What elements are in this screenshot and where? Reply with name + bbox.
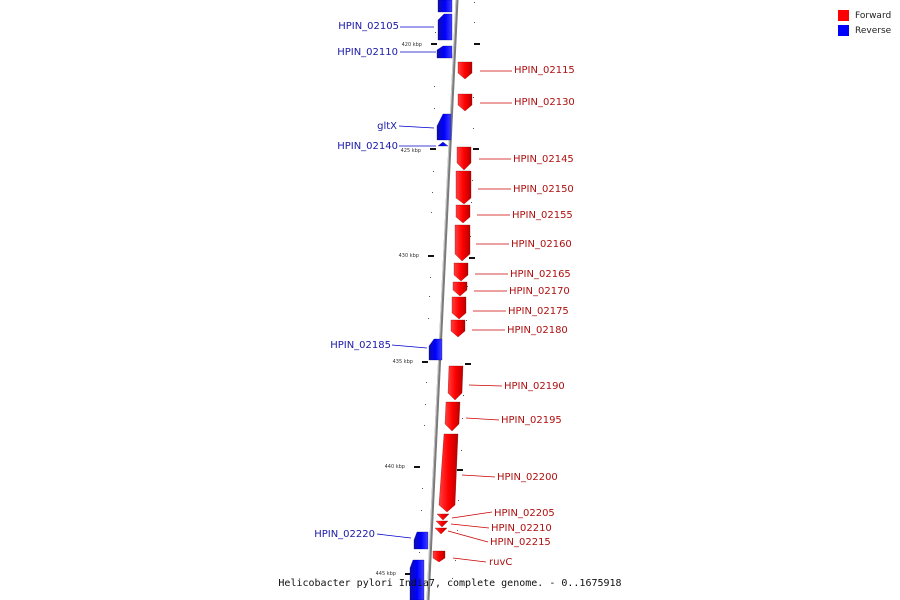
gene-forward[interactable] xyxy=(453,262,469,282)
legend-reverse[interactable]: Reverse xyxy=(838,23,891,38)
gene-forward[interactable] xyxy=(455,204,471,224)
leader-line xyxy=(451,511,493,519)
gene-label[interactable]: HPIN_02115 xyxy=(514,65,575,76)
scale-label: 435 kbp xyxy=(393,359,413,365)
scale-label: 430 kbp xyxy=(399,253,419,259)
leader-line xyxy=(376,533,412,539)
gene-label[interactable]: HPIN_02195 xyxy=(501,415,562,426)
gene-forward[interactable] xyxy=(455,170,472,205)
gene-label[interactable]: HPIN_02130 xyxy=(514,97,575,108)
reverse-swatch xyxy=(838,25,849,36)
gene-label[interactable]: HPIN_02110 xyxy=(337,47,398,58)
major-ticks xyxy=(405,43,480,575)
gene-reverse[interactable] xyxy=(413,531,429,550)
gene-label[interactable]: HPIN_02185 xyxy=(330,340,391,351)
gene-forward[interactable] xyxy=(436,513,450,521)
gene-forward[interactable] xyxy=(457,61,473,80)
leader-line xyxy=(398,125,435,129)
leader-line xyxy=(391,344,428,349)
legend-forward-label: Forward xyxy=(855,10,892,21)
gene-label[interactable]: HPIN_02200 xyxy=(497,472,558,483)
gene-label[interactable]: HPIN_02145 xyxy=(513,154,574,165)
gene-forward[interactable] xyxy=(454,224,471,262)
gene-label[interactable]: HPIN_02180 xyxy=(507,325,568,336)
gene-label[interactable]: HPIN_02205 xyxy=(494,508,555,519)
gene-reverse[interactable] xyxy=(409,559,425,600)
gene-forward[interactable] xyxy=(444,401,461,432)
gene-reverse[interactable] xyxy=(428,338,443,361)
gene-forward[interactable] xyxy=(432,550,446,563)
gene-forward[interactable] xyxy=(438,433,459,513)
gene-label[interactable]: HPIN_02160 xyxy=(511,239,572,250)
legend-reverse-label: Reverse xyxy=(855,25,892,36)
gene-label[interactable]: HPIN_02175 xyxy=(508,306,569,317)
legend-forward[interactable]: Forward xyxy=(838,8,891,23)
minor-ticks xyxy=(419,2,475,579)
gene-reverse[interactable] xyxy=(437,0,453,13)
gene-label[interactable]: HPIN_02150 xyxy=(513,184,574,195)
gene-forward[interactable] xyxy=(457,93,473,112)
leader-line xyxy=(465,417,500,421)
gene-reverse[interactable] xyxy=(436,113,452,141)
leader-line xyxy=(447,530,489,543)
gene-forward[interactable] xyxy=(451,296,467,320)
legend: Forward Reverse xyxy=(838,8,891,38)
gene-reverse[interactable] xyxy=(437,13,453,41)
gene-label[interactable]: HPIN_02215 xyxy=(490,537,551,548)
forward-swatch xyxy=(838,10,849,21)
gene-reverse[interactable] xyxy=(437,141,449,147)
leader-line xyxy=(468,384,503,387)
gene-forward[interactable] xyxy=(450,319,466,338)
gene-label[interactable]: HPIN_02210 xyxy=(491,523,552,534)
backbone-line xyxy=(426,0,459,600)
leader-line xyxy=(461,474,496,478)
gene-label[interactable]: HPIN_02220 xyxy=(314,529,375,540)
scale-label: 425 kbp xyxy=(401,148,421,154)
gene-label[interactable]: HPIN_02165 xyxy=(510,269,571,280)
gene-forward[interactable] xyxy=(452,281,468,297)
backbone-highlight xyxy=(426,0,457,600)
gene-label[interactable]: ruvC xyxy=(489,557,512,568)
leader-line xyxy=(450,523,490,529)
scale-label: 440 kbp xyxy=(385,464,405,470)
gene-forward[interactable] xyxy=(434,527,448,535)
gene-forward[interactable] xyxy=(435,520,449,528)
gene-label[interactable]: gltX xyxy=(377,121,397,132)
gene-label[interactable]: HPIN_02140 xyxy=(337,141,398,152)
gene-label[interactable]: HPIN_02190 xyxy=(504,381,565,392)
gene-reverse[interactable] xyxy=(436,45,453,59)
gene-forward[interactable] xyxy=(456,146,472,171)
gene-label[interactable]: HPIN_02105 xyxy=(338,21,399,32)
gene-label[interactable]: HPIN_02155 xyxy=(512,210,573,221)
scale-label: 445 kbp xyxy=(376,571,396,577)
scale-label: 420 kbp xyxy=(402,42,422,48)
gene-forward[interactable] xyxy=(447,365,464,401)
genome-caption: Helicobacter pylori India7, complete gen… xyxy=(278,578,622,589)
leader-line xyxy=(452,557,487,563)
gene-label[interactable]: HPIN_02170 xyxy=(509,286,570,297)
